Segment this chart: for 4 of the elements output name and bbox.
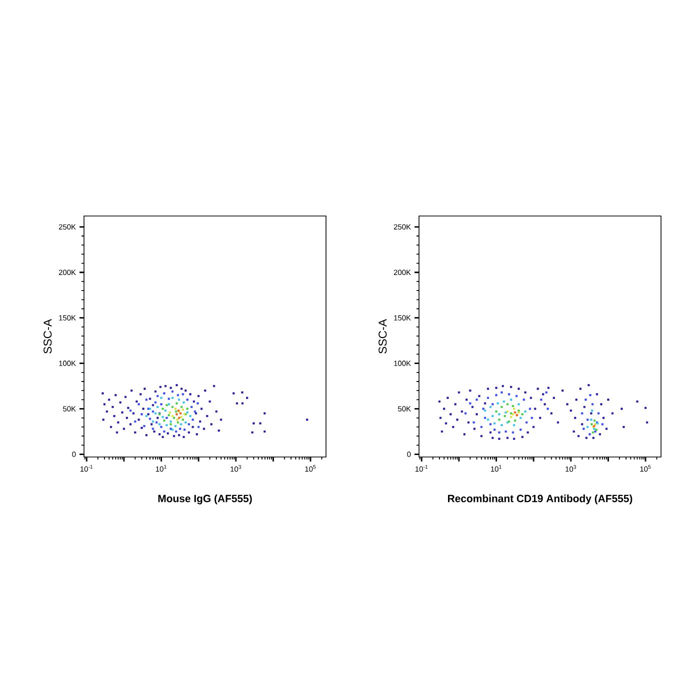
y-axis-title: SSC-A (44, 319, 52, 354)
x-axis-title: Recombinant CD19 Antibody (AF555) (448, 494, 632, 504)
y-axis-title: SSC-A (378, 319, 387, 354)
x-axis-title: Mouse IgG (AF555) (158, 494, 252, 504)
